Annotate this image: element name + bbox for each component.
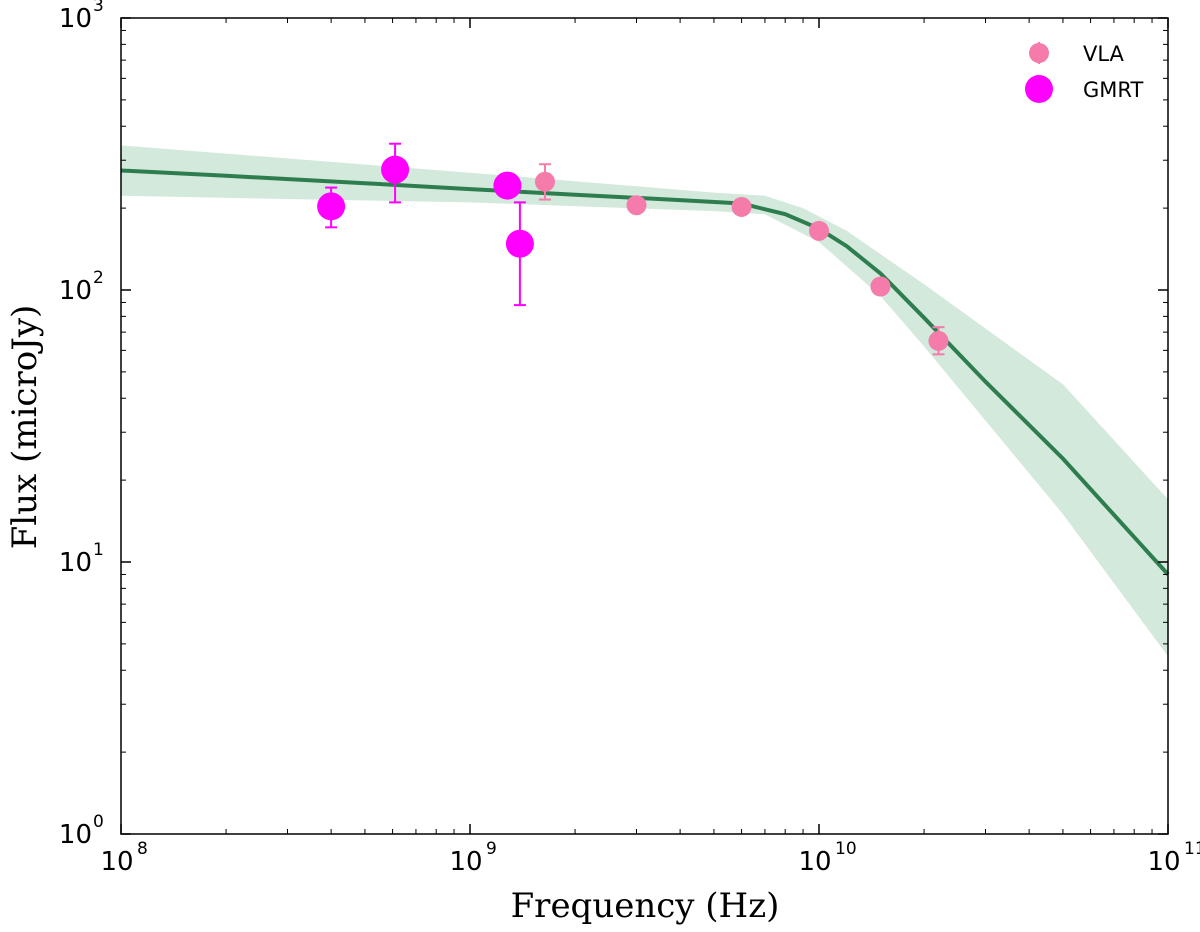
y-tick-exponent-2: 2	[93, 268, 104, 288]
gmrt-point-2	[493, 171, 522, 200]
y-tick-exponent-3: 3	[93, 0, 104, 16]
y-tick-label-2: 10	[59, 276, 92, 306]
legend-gmrt-marker	[1025, 75, 1053, 103]
x-axis-label: Frequency (Hz)	[511, 886, 780, 926]
y-tick-label-0: 10	[59, 820, 92, 850]
x-tick-exponent-1: 9	[486, 839, 497, 859]
plot-frame	[120, 17, 1169, 835]
legend-item-vla: VLA	[1029, 42, 1125, 66]
legend: VLA GMRT	[1025, 42, 1143, 103]
gmrt-point-3	[505, 229, 534, 258]
legend-vla-marker	[1029, 43, 1049, 63]
y-tick-exponent-1: 1	[93, 540, 104, 560]
x-tick-exponent-3: 11	[1184, 839, 1200, 859]
model-uncertainty-band	[121, 145, 1168, 657]
data-points	[317, 155, 949, 351]
x-tick-label-1: 10	[449, 847, 482, 877]
vla-point-3	[809, 220, 829, 241]
vla-point-2	[731, 196, 752, 217]
x-tick-label-2: 10	[798, 847, 831, 877]
x-tick-label-3: 10	[1147, 847, 1180, 877]
minor-ticks	[121, 18, 1168, 834]
legend-gmrt-label: GMRT	[1083, 78, 1143, 102]
vla-point-1	[626, 195, 647, 216]
x-tick-label-0: 10	[100, 847, 133, 877]
y-tick-label-3: 10	[59, 4, 92, 34]
gmrt-point-1	[381, 155, 410, 184]
vla-point-0	[534, 171, 555, 192]
vla-point-5	[928, 330, 949, 351]
y-tick-label-1: 10	[59, 548, 92, 578]
major-ticks	[120, 17, 1169, 835]
legend-item-gmrt: GMRT	[1025, 75, 1143, 103]
model-fit-line	[120, 168, 1170, 576]
legend-vla-label: VLA	[1083, 42, 1125, 66]
vla-point-4	[870, 276, 891, 297]
gmrt-point-0	[317, 192, 346, 221]
x-tick-exponent-0: 8	[137, 839, 148, 859]
y-axis-label: Flux (microJy)	[5, 305, 45, 550]
x-tick-exponent-2: 10	[835, 839, 857, 859]
y-tick-exponent-0: 0	[93, 812, 104, 832]
